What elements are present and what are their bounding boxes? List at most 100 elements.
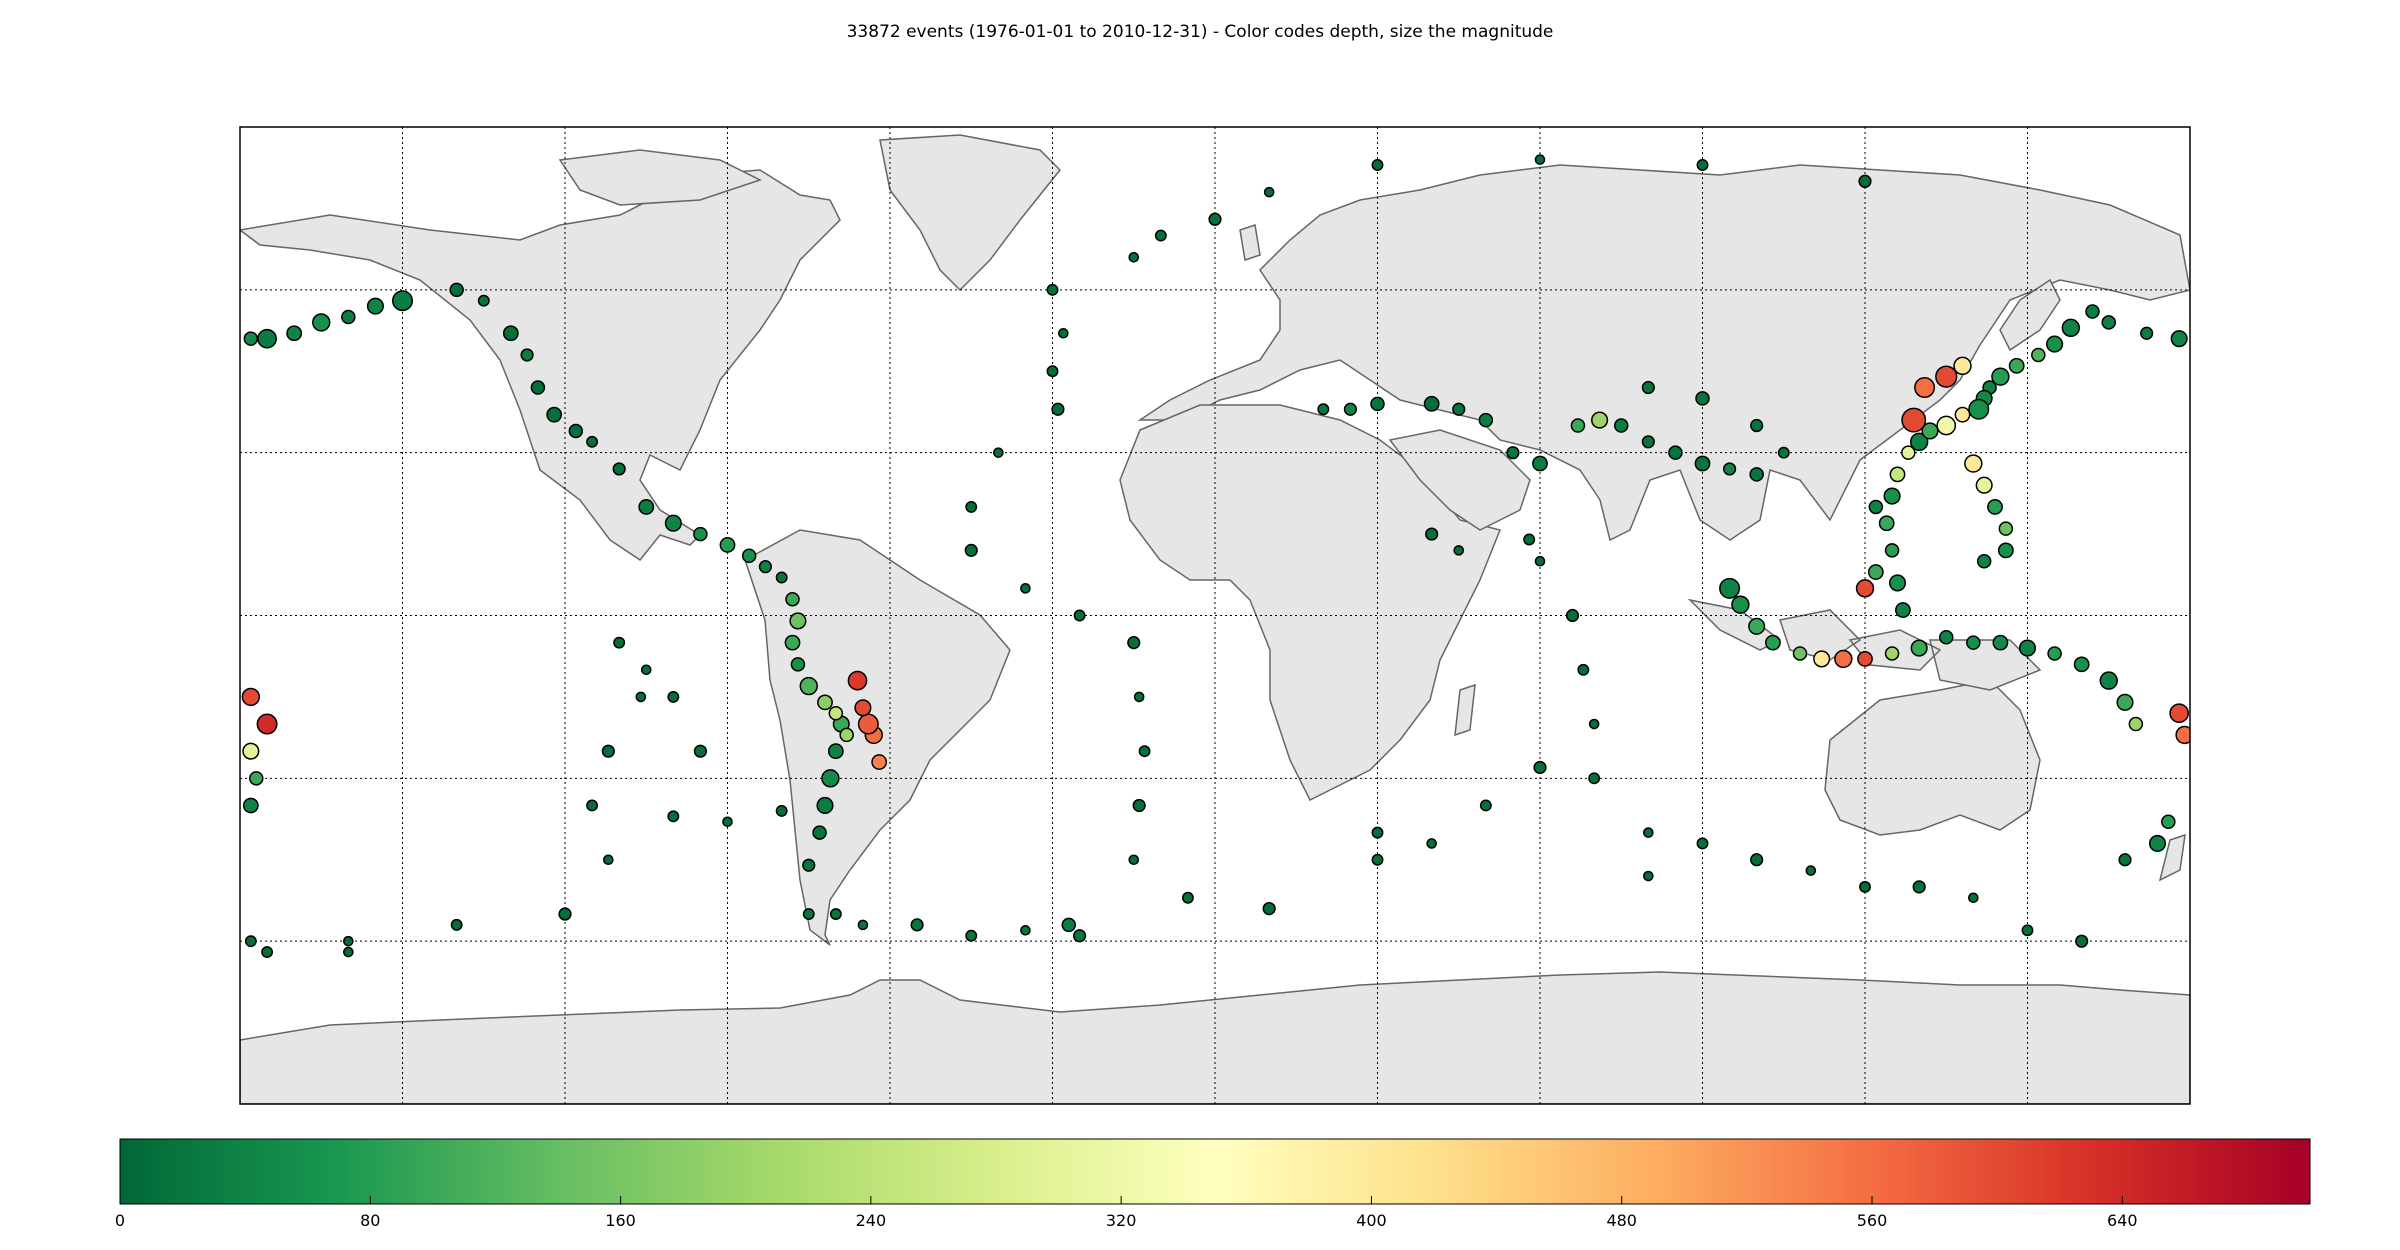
earthquake-point xyxy=(1641,435,1655,449)
earthquake-point xyxy=(1750,418,1764,433)
earthquake-point xyxy=(1834,649,1853,669)
earthquake-point xyxy=(802,858,816,872)
earthquake-point xyxy=(1533,760,1547,775)
earthquake-point xyxy=(1909,432,1929,452)
earthquake-point xyxy=(2175,725,2190,745)
earthquake-point xyxy=(1051,402,1065,416)
australia-shape xyxy=(1824,679,2041,836)
earthquake-point xyxy=(343,935,354,947)
earthquake-point xyxy=(1479,799,1492,812)
earthquake-point xyxy=(1878,515,1895,532)
earthquake-point xyxy=(828,705,844,721)
earthquake-point xyxy=(1643,870,1654,882)
earthquake-markers xyxy=(241,154,2190,958)
earthquake-point xyxy=(261,946,274,958)
earthquake-point xyxy=(1805,865,1817,876)
earthquake-point xyxy=(965,500,978,513)
earthquake-point xyxy=(1997,542,2014,559)
earthquake-point xyxy=(1992,634,2009,651)
earthquake-point xyxy=(1020,583,1031,594)
earthquake-point xyxy=(854,699,872,717)
arctic-islands-shape xyxy=(558,149,762,206)
earthquake-point xyxy=(1046,283,1059,296)
earthquake-point xyxy=(2008,357,2025,374)
earthquake-point xyxy=(1614,418,1629,433)
earthquake-point xyxy=(244,935,257,948)
earthquake-point xyxy=(1523,533,1536,546)
earthquake-point xyxy=(2031,347,2046,363)
earthquake-point xyxy=(1910,639,1928,657)
earthquake-point xyxy=(256,713,278,735)
earthquake-point xyxy=(343,946,354,958)
earthquake-point xyxy=(635,691,647,703)
earthquake-point xyxy=(1061,917,1076,933)
earthquake-point xyxy=(1133,691,1145,703)
earthquake-point xyxy=(785,591,800,607)
earthquake-point xyxy=(1777,446,1790,459)
earthquake-point xyxy=(1591,411,1609,429)
colorbar-tick-label: 480 xyxy=(1606,1211,1637,1230)
earthquake-point xyxy=(1641,380,1655,395)
earthquake-point xyxy=(1975,476,1993,494)
earthquake-point xyxy=(1058,327,1069,339)
earthquake-point xyxy=(546,406,563,423)
earthquake-point xyxy=(243,331,259,346)
earthquake-point xyxy=(1855,579,1875,598)
map-border xyxy=(239,126,2191,1105)
earthquake-point xyxy=(1208,212,1222,226)
earthquake-point xyxy=(2161,814,2176,830)
earthquake-point xyxy=(530,380,546,395)
earthquake-point xyxy=(741,548,757,564)
earthquake-point xyxy=(241,687,261,707)
earthquake-point xyxy=(1128,854,1140,866)
earthquake-point xyxy=(1731,595,1750,614)
earthquake-point xyxy=(2075,934,2089,948)
earthquake-point xyxy=(638,499,655,515)
earthquake-point xyxy=(1750,853,1764,867)
earthquake-point xyxy=(722,816,733,828)
earthquake-point xyxy=(2118,853,2132,867)
earthquake-point xyxy=(775,804,788,817)
earthquake-point xyxy=(847,670,868,691)
earthquake-point xyxy=(839,727,854,743)
earthquake-point xyxy=(719,537,736,553)
earthquake-point xyxy=(366,297,384,315)
earthquake-point xyxy=(1588,718,1600,730)
earthquake-point xyxy=(799,676,818,696)
earthquake-point xyxy=(1895,602,1911,618)
earthquake-point xyxy=(1423,395,1440,412)
earthquake-point xyxy=(1719,577,1741,599)
earthquake-point xyxy=(2046,335,2064,353)
colorbar-tick-label: 560 xyxy=(1857,1211,1888,1230)
earthquake-point xyxy=(603,854,614,866)
earthquake-point xyxy=(1534,555,1546,567)
earthquake-point xyxy=(1643,827,1654,838)
colorbar-tick-label: 80 xyxy=(360,1211,380,1230)
earthquake-point xyxy=(1452,402,1466,416)
earthquake-point xyxy=(812,825,827,840)
earthquake-point xyxy=(1696,837,1709,850)
earthquake-point xyxy=(1976,553,1992,569)
earthquake-point xyxy=(1939,629,1954,645)
earthquake-point xyxy=(1588,772,1601,785)
earthquake-point xyxy=(1884,646,1900,661)
earthquake-point xyxy=(1991,367,2010,386)
earthquake-point xyxy=(640,664,652,676)
earthquake-point xyxy=(286,325,303,342)
japan-shape xyxy=(1999,278,2061,352)
earthquake-point xyxy=(1953,356,1972,376)
earthquake-point xyxy=(1921,422,1939,440)
earthquake-point xyxy=(2101,315,2116,330)
earthquake-point xyxy=(789,612,807,630)
earthquake-point xyxy=(2047,646,2062,661)
earthquake-point xyxy=(1532,455,1548,472)
earthquake-point xyxy=(1478,412,1494,428)
earthquake-point xyxy=(1262,902,1276,916)
earthquake-point xyxy=(1914,377,1936,399)
earthquake-point xyxy=(568,423,584,439)
earthquake-point xyxy=(693,744,708,758)
earthquake-point xyxy=(1570,418,1586,433)
earthquake-point xyxy=(964,543,978,557)
